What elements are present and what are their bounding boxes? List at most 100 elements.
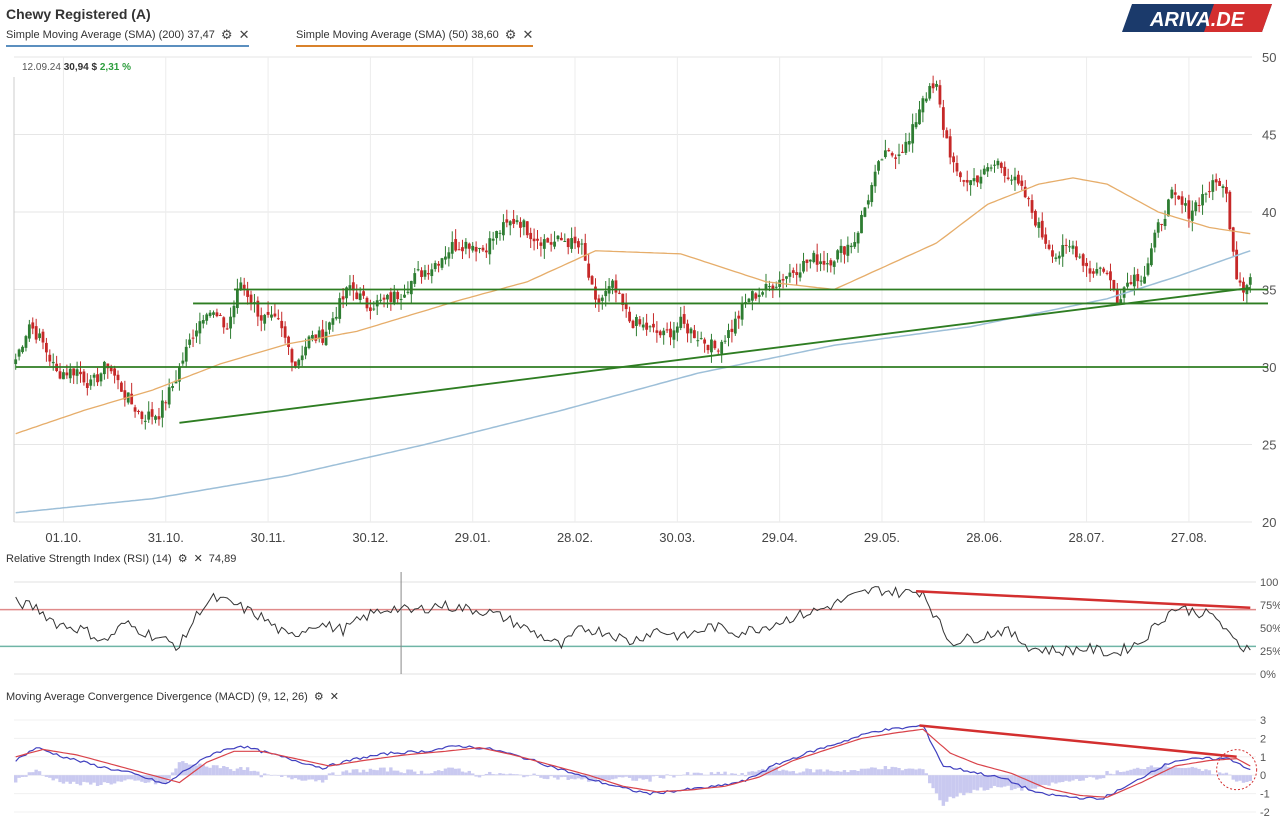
candle xyxy=(706,344,710,351)
candle xyxy=(1129,282,1133,285)
macd-histogram-bar xyxy=(672,775,676,778)
macd-histogram-bar xyxy=(310,775,315,780)
macd-histogram-bar xyxy=(638,775,642,779)
candle xyxy=(1054,257,1058,259)
candle xyxy=(941,107,945,130)
macd-histogram-bar xyxy=(471,773,475,776)
candle xyxy=(819,261,822,265)
macd-histogram-bar xyxy=(1125,770,1130,776)
candle xyxy=(259,315,263,321)
candle xyxy=(1034,210,1037,226)
candle xyxy=(1003,166,1007,176)
candle xyxy=(583,243,587,261)
macd-tick-label: 1 xyxy=(1260,752,1266,764)
macd-histogram-bar xyxy=(931,775,935,789)
macd-histogram-bar xyxy=(627,775,632,778)
candle xyxy=(515,220,519,223)
macd-histogram-bar xyxy=(668,775,673,776)
macd-chart[interactable]: 3 2 1 0 -1 -2 xyxy=(0,710,1280,820)
gear-icon[interactable]: ⚙ xyxy=(504,27,517,42)
macd-histogram-bar xyxy=(661,775,666,779)
candle xyxy=(120,382,123,392)
candle xyxy=(276,318,280,320)
candle xyxy=(750,291,754,301)
close-icon[interactable]: ✕ xyxy=(193,553,203,565)
candle xyxy=(328,322,331,330)
candle xyxy=(133,407,137,412)
macd-histogram-bar xyxy=(968,775,973,793)
macd-histogram-bar xyxy=(743,775,748,777)
candle xyxy=(1225,187,1228,194)
macd-histogram-bar xyxy=(893,767,898,776)
candle xyxy=(873,171,877,187)
price-chart[interactable]: 50 45 40 35 30 25 20 01.10. 31.10. 30.11. 30.12. 29… xyxy=(0,45,1280,575)
candle xyxy=(14,359,18,365)
x-tick-label: 30.11. xyxy=(250,530,285,545)
candle xyxy=(1201,194,1204,206)
candle xyxy=(1218,180,1222,186)
close-icon[interactable]: ✕ xyxy=(329,691,339,703)
macd-histogram-bar xyxy=(1238,775,1242,781)
macd-histogram-bar xyxy=(198,763,202,776)
macd-histogram-bar xyxy=(1200,770,1205,776)
macd-histogram-bar xyxy=(307,775,311,780)
macd-histogram-bar xyxy=(181,761,185,776)
macd-histogram-bar xyxy=(682,774,686,776)
macd-histogram-bar xyxy=(559,775,564,778)
macd-histogram-bar xyxy=(767,766,772,776)
macd-histogram-bar xyxy=(249,771,253,776)
macd-histogram-bar xyxy=(314,775,318,782)
macd-histogram-bar xyxy=(777,770,782,776)
macd-histogram-bar xyxy=(68,775,72,784)
candle xyxy=(1139,280,1143,282)
candle xyxy=(580,243,584,245)
candle xyxy=(849,245,853,248)
candle xyxy=(1228,191,1232,230)
macd-histogram-bar xyxy=(1050,775,1055,783)
macd-histogram-bar xyxy=(962,775,966,796)
macd-histogram-bar xyxy=(14,775,18,783)
candle xyxy=(645,322,649,330)
gear-icon[interactable]: ⚙ xyxy=(177,553,188,565)
macd-histogram-bar xyxy=(297,775,301,780)
candle xyxy=(727,330,730,339)
macd-histogram-bar xyxy=(174,768,178,776)
gear-icon[interactable]: ⚙ xyxy=(220,27,233,42)
candle xyxy=(798,272,802,278)
candle xyxy=(577,241,580,248)
candle xyxy=(51,361,55,364)
macd-histogram-bar xyxy=(897,768,901,776)
sma200-legend: Simple Moving Average (SMA) (200) 37,47 … xyxy=(6,27,250,47)
candle xyxy=(675,326,679,333)
macd-histogram-bar xyxy=(798,772,802,776)
candle xyxy=(143,420,147,422)
macd-histogram-bar xyxy=(232,770,236,776)
macd-histogram-bar xyxy=(784,770,789,776)
rsi-chart[interactable]: 100 75% 50% 25% 0% xyxy=(0,572,1280,682)
close-icon[interactable]: ✕ xyxy=(238,27,250,42)
candle xyxy=(147,411,151,420)
macd-histogram-bar xyxy=(1071,775,1075,781)
macd-histogram-bar xyxy=(348,772,352,776)
close-icon[interactable]: ✕ xyxy=(522,27,534,42)
sma200-line xyxy=(15,250,1251,514)
candle xyxy=(597,298,601,303)
macd-histogram-bar xyxy=(532,773,536,776)
candle xyxy=(1248,277,1252,285)
macd-histogram-bar xyxy=(846,772,850,776)
candle xyxy=(44,342,48,353)
candle xyxy=(771,285,775,291)
macd-histogram-bar xyxy=(112,775,117,784)
macd-histogram-bar xyxy=(208,767,212,776)
macd-histogram-bar xyxy=(546,775,550,780)
macd-histogram-bar xyxy=(498,773,502,776)
gear-icon[interactable]: ⚙ xyxy=(313,691,324,703)
macd-histogram-bar xyxy=(921,769,925,776)
candle xyxy=(907,141,911,145)
macd-tick-label: -1 xyxy=(1260,789,1270,801)
candle xyxy=(710,339,713,353)
ariva-logo[interactable]: ARIVA.DE xyxy=(1122,2,1272,34)
candle xyxy=(635,317,638,326)
macd-histogram-bar xyxy=(685,772,690,776)
candle xyxy=(297,359,301,366)
